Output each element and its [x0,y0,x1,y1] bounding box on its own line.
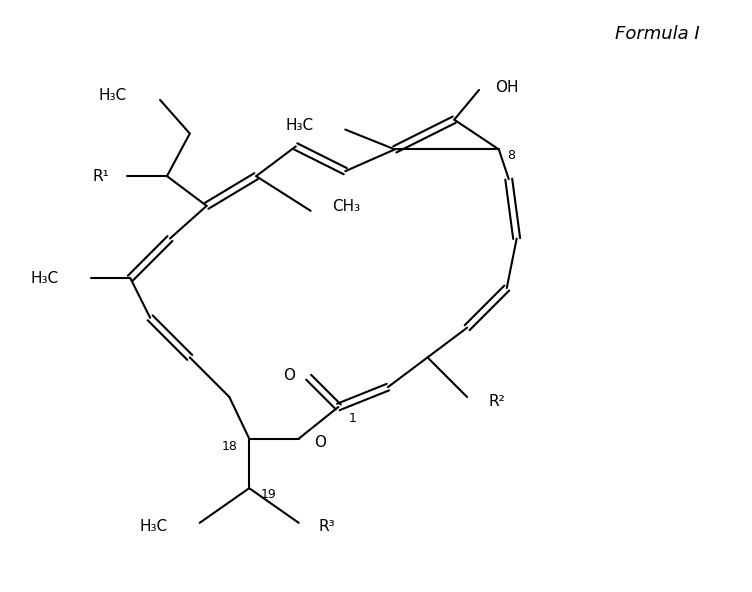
Text: OH: OH [495,81,518,95]
Text: Formula I: Formula I [615,25,699,43]
Text: CH₃: CH₃ [332,200,360,214]
Text: H₃C: H₃C [286,118,314,133]
Text: 18: 18 [221,440,238,453]
Text: H₃C: H₃C [99,88,126,104]
Text: R¹: R¹ [92,169,110,184]
Text: 19: 19 [261,488,277,501]
Text: R²: R² [489,394,505,408]
Text: R³: R³ [319,519,335,535]
Text: O: O [314,435,326,450]
Text: 1: 1 [348,413,356,425]
Text: H₃C: H₃C [31,271,59,286]
Text: O: O [283,368,295,383]
Text: H₃C: H₃C [140,519,168,535]
Text: 8: 8 [507,149,515,162]
